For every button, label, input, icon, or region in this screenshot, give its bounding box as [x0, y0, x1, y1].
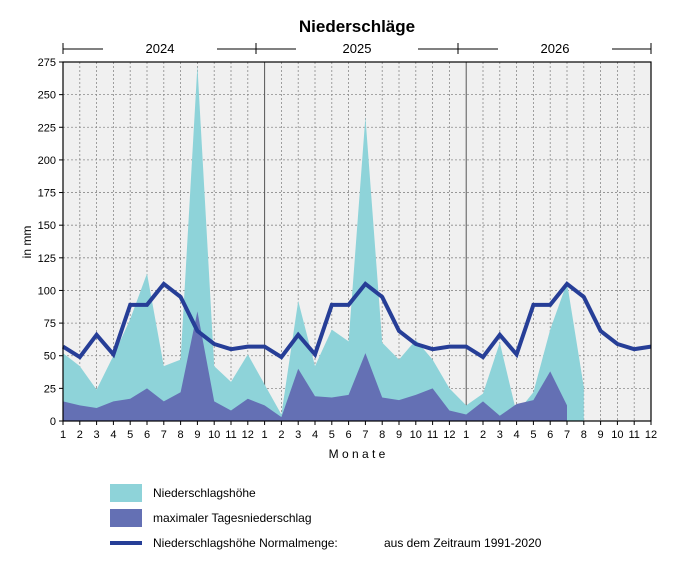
x-tick-label: 10 — [208, 429, 220, 441]
legend-item-normalmenge: Niederschlagshöhe Normalmenge: aus dem Z… — [110, 536, 542, 550]
x-tick-label: 11 — [225, 429, 236, 441]
x-tick-label: 5 — [127, 429, 133, 441]
x-tick-label: 12 — [242, 429, 254, 441]
data-lines — [61, 281, 652, 360]
x-tick-label: 4 — [514, 429, 520, 441]
x-tick-label: 12 — [443, 429, 455, 441]
x-tick-label: 11 — [427, 429, 438, 441]
x-tick-label: 6 — [346, 429, 352, 441]
x-tick-label: 6 — [144, 429, 150, 441]
x-tick-label: 11 — [628, 429, 639, 441]
y-tick-label: 200 — [38, 155, 56, 167]
x-tick-label: 2 — [480, 429, 486, 441]
legend-item-max-tagesniederschlag: maximaler Tagesniederschlag — [110, 509, 312, 527]
x-tick-label: 1 — [262, 429, 268, 441]
x-tick-label: 2 — [278, 429, 284, 441]
y-axis-label: in mm — [20, 226, 34, 259]
chart-title: Niederschläge — [299, 17, 415, 36]
x-tick-label: 1 — [60, 429, 66, 441]
y-tick-label: 225 — [38, 122, 56, 134]
x-axis-label: M o n a t e — [329, 447, 386, 461]
x-tick-label: 5 — [329, 429, 335, 441]
y-tick-label: 75 — [44, 318, 56, 330]
x-tick-label: 3 — [295, 429, 301, 441]
legend-label-niederschlagshoehe: Niederschlagshöhe — [153, 486, 256, 500]
y-tick-label: 175 — [38, 188, 56, 200]
legend-note-normal-period: aus dem Zeitraum 1991-2020 — [384, 536, 542, 550]
line-normalmenge — [61, 281, 652, 360]
x-tick-label: 7 — [362, 429, 368, 441]
x-tick-label: 2 — [77, 429, 83, 441]
x-tick-label: 4 — [110, 429, 116, 441]
year-label-2026: 2026 — [541, 41, 570, 56]
x-tick-label: 7 — [161, 429, 167, 441]
area-max-tagesniederschlag — [63, 311, 567, 421]
x-tick-label: 10 — [611, 429, 623, 441]
year-label-2025: 2025 — [343, 41, 372, 56]
year-bracket-2025: 2025 — [255, 41, 458, 56]
y-tick-label: 275 — [38, 57, 56, 69]
x-tick-label: 10 — [410, 429, 422, 441]
x-tick-label: 9 — [396, 429, 402, 441]
x-tick-label: 8 — [178, 429, 184, 441]
y-tick-label: 50 — [44, 351, 56, 363]
legend-label-normalmenge: Niederschlagshöhe Normalmenge: — [153, 536, 338, 550]
legend-label-max-tagesniederschlag: maximaler Tagesniederschlag — [153, 511, 312, 525]
x-tick-label: 9 — [598, 429, 604, 441]
y-tick-label: 250 — [38, 90, 56, 102]
legend: Niederschlagshöhe maximaler Tagesnieders… — [110, 484, 542, 550]
year-bracket-2024: 2024 — [62, 41, 256, 56]
x-tick-label: 3 — [497, 429, 503, 441]
y-axis-ticks: 0 25 50 75 100 125 150 175 200 225 250 275 — [38, 57, 63, 428]
x-axis-ticks: 1 2 3 4 5 6 7 8 9 10 11 12 1 2 3 4 5 6 7 8 9 10 11 12 1 2 3 4 5 6 7 8 9 1… — [60, 421, 657, 441]
x-tick-label: 9 — [194, 429, 200, 441]
y-tick-label: 125 — [38, 253, 56, 265]
x-tick-label: 5 — [530, 429, 536, 441]
x-tick-label: 8 — [581, 429, 587, 441]
y-tick-label: 0 — [50, 416, 56, 428]
legend-item-niederschlagshoehe: Niederschlagshöhe — [110, 484, 256, 502]
legend-swatch-niederschlagshoehe — [110, 484, 142, 502]
x-tick-label: 1 — [463, 429, 469, 441]
x-tick-label: 4 — [312, 429, 318, 441]
x-tick-label: 6 — [547, 429, 553, 441]
x-tick-label: 3 — [94, 429, 100, 441]
y-tick-label: 150 — [38, 220, 56, 232]
year-brackets: 2024 2025 2026 — [62, 41, 652, 56]
x-tick-label: 7 — [564, 429, 570, 441]
x-tick-label: 12 — [645, 429, 657, 441]
x-tick-label: 8 — [379, 429, 385, 441]
data-areas — [63, 65, 584, 421]
year-label-2024: 2024 — [146, 41, 175, 56]
year-bracket-2026: 2026 — [457, 41, 652, 56]
y-tick-label: 100 — [38, 285, 56, 297]
legend-swatch-max-tagesniederschlag — [110, 509, 142, 527]
y-tick-label: 25 — [44, 383, 56, 395]
plot-frame — [62, 61, 652, 422]
